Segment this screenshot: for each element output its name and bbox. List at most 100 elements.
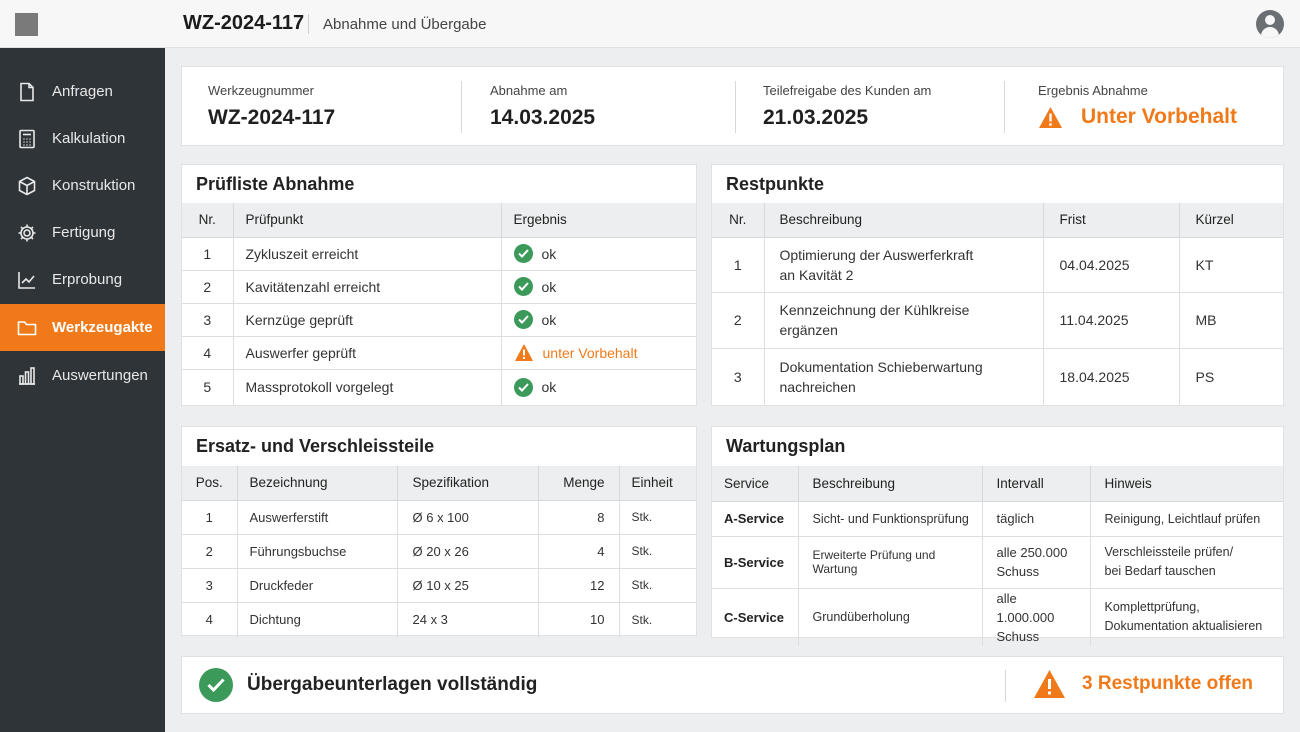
sidebar-item-label: Erprobung [52, 271, 123, 288]
open-points-status[interactable]: 3 Restpunkte offen [1033, 669, 1253, 699]
service-name: B-Service [712, 535, 799, 589]
result-value: Unter Vorbehalt [1081, 105, 1237, 128]
document-icon [17, 82, 37, 102]
part-name: Dichtung [236, 601, 398, 637]
table-row[interactable]: 1 Zykluszeit erreicht ok [182, 236, 696, 271]
result-text: ok [541, 245, 557, 262]
sidebar-item-konstruktion[interactable]: Konstruktion [0, 162, 165, 209]
part-quantity: 8 [537, 499, 620, 535]
checklist-card: Prüfliste Abnahme Nr. Prüfpunkt Ergebnis… [181, 164, 697, 406]
sidebar-item-kalkulation[interactable]: Kalkulation [0, 115, 165, 162]
part-name: Führungsbuchse [236, 533, 398, 569]
description-line: an Kavität 2 [779, 266, 854, 283]
service-description: Sicht- und Funktionsprüfung [797, 500, 983, 537]
warning-icon [1038, 106, 1063, 129]
table-row[interactable]: 4 Auswerfer geprüft unter Vorbehalt [182, 335, 696, 370]
part-spec: Ø 20 x 26 [396, 533, 539, 569]
row-number: 3 [182, 302, 234, 337]
open-points-table: Nr. Beschreibung Frist Kürzel 1 Optimier… [712, 203, 1283, 405]
result-text: unter Vorbehalt [542, 344, 638, 361]
position: 1 [182, 499, 238, 535]
service-note: Verschleissteile prüfen/bei Bedarf tausc… [1089, 535, 1283, 589]
sidebar-item-werkzeugakte[interactable]: Werkzeugakte [0, 304, 165, 351]
note-line: bei Bedarf tauschen [1104, 564, 1216, 578]
table-row[interactable]: 2 Kavitätenzahl erreicht ok [182, 269, 696, 304]
part-quantity: 10 [537, 601, 620, 637]
table-row[interactable]: 3 Kernzüge geprüft ok [182, 302, 696, 337]
column-header: Service [712, 466, 799, 502]
spare-parts-title: Ersatz- und Verschleissteile [196, 436, 435, 456]
sidebar-item-anfragen[interactable]: Anfragen [0, 68, 165, 115]
user-avatar-icon[interactable] [1256, 10, 1284, 38]
table-row[interactable]: 3 Druckfeder Ø 10 x 25 12 Stk. [182, 567, 696, 603]
sidebar-item-erprobung[interactable]: Erprobung [0, 256, 165, 303]
title-divider [308, 14, 309, 34]
result-text: ok [541, 311, 557, 328]
result-text: ok [541, 278, 557, 295]
service-name: A-Service [712, 500, 799, 537]
table-row[interactable]: 2 Führungsbuchse Ø 20 x 26 4 Stk. [182, 533, 696, 569]
page-subtitle: Abnahme und Übergabe [323, 16, 487, 33]
summary-card: Werkzeugnummer WZ-2024-117 Abnahme am 14… [181, 66, 1284, 146]
table-row[interactable]: 5 Massprotokoll vorgelegt ok [182, 368, 696, 405]
open-point-description: Kennzeichnung der Kühlkreise ergänzen [763, 291, 1044, 349]
sidebar-item-auswertungen[interactable]: Auswertungen [0, 352, 165, 399]
tool-number-value: WZ-2024-117 [208, 106, 336, 129]
warning-icon [514, 343, 534, 362]
tool-number-label: Werkzeugnummer [208, 83, 314, 98]
description-line: Kennzeichnung der Kühlkreise [779, 302, 970, 318]
position: 2 [182, 533, 238, 569]
app-logo[interactable] [15, 13, 38, 36]
service-name: C-Service [712, 587, 799, 646]
sidebar-item-fertigung[interactable]: Fertigung [0, 209, 165, 256]
check-point: Auswerfer geprüft [232, 335, 502, 370]
row-number: 2 [712, 291, 765, 349]
position: 4 [182, 601, 238, 637]
column-header: Intervall [981, 466, 1091, 502]
row-number: 1 [182, 236, 234, 271]
table-row[interactable]: 1 Auswerferstift Ø 6 x 100 8 Stk. [182, 499, 696, 535]
result-kpi: Ergebnis Abnahme Unter Vorbehalt [1038, 67, 1278, 147]
table-row[interactable]: 3 Dokumentation Schieberwartung nachreich… [712, 347, 1283, 405]
line-chart-icon [17, 270, 37, 290]
table-row[interactable]: 1 Optimierung der Auswerferkraft an Kavit… [712, 236, 1283, 293]
initials: MB [1178, 291, 1283, 349]
table-header-row: Nr. Beschreibung Frist Kürzel [712, 203, 1283, 238]
sidebar-item-label: Auswertungen [52, 367, 148, 384]
column-header: Beschreibung [763, 203, 1044, 238]
table-row[interactable]: 2 Kennzeichnung der Kühlkreise ergänzen 1… [712, 291, 1283, 349]
part-unit: Stk. [618, 533, 696, 569]
sidebar-item-label: Werkzeugakte [52, 319, 153, 336]
checklist-table: Nr. Prüfpunkt Ergebnis 1 Zykluszeit erre… [182, 203, 696, 405]
part-quantity: 12 [537, 567, 620, 603]
column-header: Nr. [712, 203, 765, 238]
check-result: ok [500, 302, 696, 337]
check-circle-icon [199, 668, 233, 702]
due-date: 18.04.2025 [1042, 347, 1180, 405]
interval-line: Schuss [996, 564, 1040, 579]
sidebar: Anfragen Kalkulation Konstruktion Fertig… [0, 48, 165, 732]
table-row[interactable]: B-Service Erweiterte Prüfung und Wartung… [712, 535, 1283, 589]
part-spec: Ø 10 x 25 [396, 567, 539, 603]
initials: KT [1178, 236, 1283, 293]
column-header: Nr. [182, 203, 234, 238]
row-number: 4 [182, 335, 234, 370]
table-header-row: Service Beschreibung Intervall Hinweis [712, 466, 1283, 502]
acceptance-date-label: Abnahme am [490, 83, 568, 98]
description-line: ergänzen [779, 322, 838, 338]
column-header: Prüfpunkt [232, 203, 502, 238]
table-row[interactable]: C-Service Grundüberholung alle 1.000.000… [712, 587, 1283, 646]
service-description: Erweiterte Prüfung und Wartung [797, 535, 983, 589]
check-result: ok [500, 368, 696, 405]
table-header-row: Nr. Prüfpunkt Ergebnis [182, 203, 696, 238]
open-point-description: Optimierung der Auswerferkraft an Kavität… [763, 236, 1044, 293]
interval-line: Schuss [996, 628, 1040, 644]
table-row[interactable]: 4 Dichtung 24 x 3 10 Stk. [182, 601, 696, 637]
docs-status: Übergabeunterlagen vollständig [199, 668, 537, 702]
maintenance-table: Service Beschreibung Intervall Hinweis A… [712, 466, 1283, 646]
description-line: nachreichen [779, 378, 856, 395]
table-row[interactable]: A-Service Sicht- und Funktionsprüfung tä… [712, 500, 1283, 537]
service-interval: alle 1.000.000 Schuss [981, 587, 1091, 646]
cube-icon [17, 176, 37, 196]
result-text: ok [541, 379, 557, 396]
